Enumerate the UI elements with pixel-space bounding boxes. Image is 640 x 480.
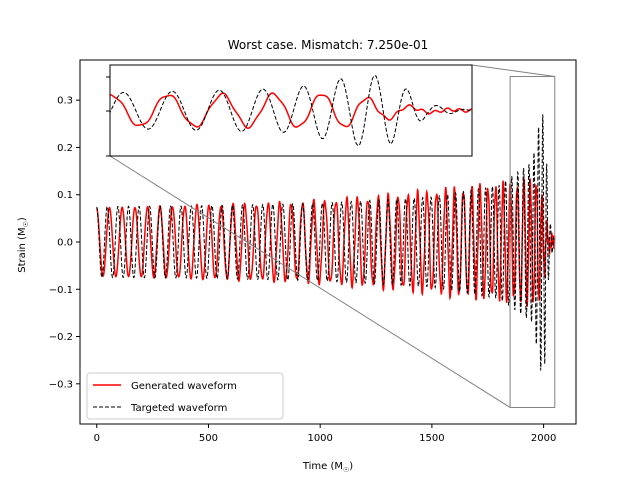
x-tick-label: 0 (94, 433, 100, 444)
chart-title: Worst case. Mismatch: 7.250e-01 (228, 38, 429, 52)
inset-axes (106, 64, 473, 157)
x-axis-title: Time (M☉) (302, 461, 353, 474)
y-tick-label: −0.3 (49, 379, 73, 390)
y-tick-label: 0.3 (57, 96, 73, 107)
legend-label-generated: Generated waveform (131, 381, 237, 392)
inset-series-line-targeted (110, 74, 472, 147)
zoom-connector-line (109, 155, 511, 408)
inset-series-line-generated (110, 92, 472, 130)
inset-background (110, 65, 472, 156)
y-tick-label: 0.2 (57, 143, 73, 154)
zoom-region-rect (509, 76, 556, 408)
legend-label-targeted: Targeted waveform (130, 403, 227, 414)
x-tick-label: 2000 (531, 433, 556, 444)
series-line-targeted (96, 114, 556, 371)
y-tick-label: 0.0 (57, 238, 73, 249)
legend-frame (86, 372, 284, 420)
legend: Generated waveform Targeted waveform (86, 372, 284, 420)
zoom-connector-line (471, 64, 555, 78)
y-tick-label: 0.1 (57, 190, 73, 201)
y-tick-label: −0.2 (49, 332, 73, 343)
x-tick-label: 500 (199, 433, 218, 444)
series-line-generated (96, 178, 556, 307)
zoom-region-box (109, 64, 556, 408)
x-tick-label: 1500 (419, 433, 444, 444)
x-tick-label: 1000 (307, 433, 332, 444)
main-axes: 0 500 1000 1500 2000 −0.3 −0.2 −0.1 0.0 0.1 0.2 0.3 (49, 59, 577, 444)
y-axis-title: Strain (M☉) (17, 217, 30, 273)
y-tick-label: −0.1 (49, 285, 73, 296)
